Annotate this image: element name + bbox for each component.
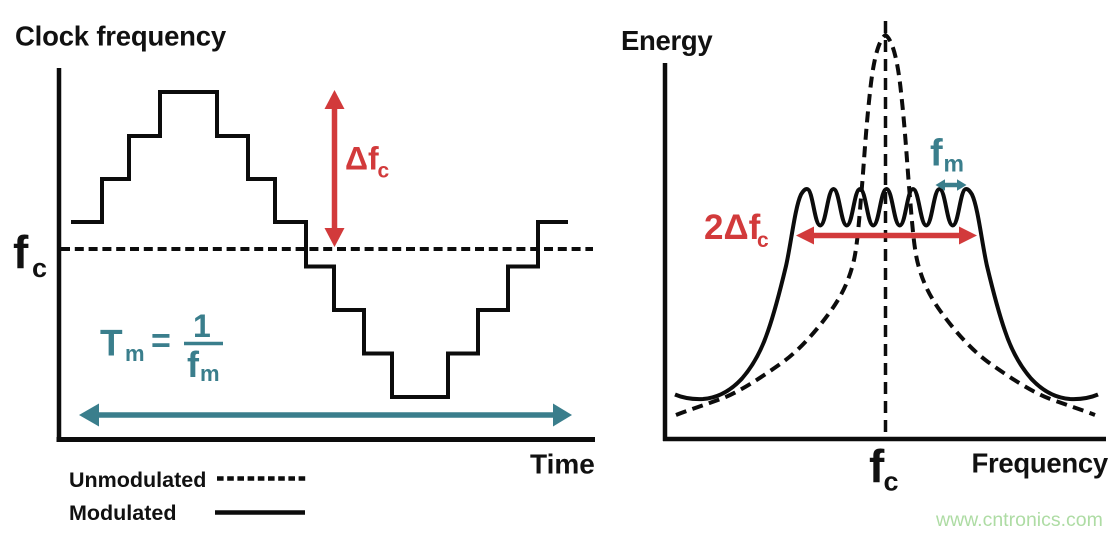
svg-text:m: m (200, 361, 220, 386)
svg-text:Clock frequency: Clock frequency (15, 21, 227, 52)
svg-text:Modulated: Modulated (69, 501, 177, 525)
svg-text:f: f (13, 226, 29, 278)
svg-text:c: c (32, 253, 47, 283)
svg-text:c: c (757, 229, 769, 252)
svg-text:f: f (869, 440, 885, 492)
svg-text:m: m (944, 151, 964, 177)
svg-text:c: c (884, 467, 899, 497)
svg-text:c: c (378, 160, 390, 183)
svg-text:f: f (930, 133, 943, 175)
svg-text:Δf: Δf (345, 141, 379, 177)
svg-text:m: m (125, 341, 145, 366)
svg-text:Frequency: Frequency (972, 448, 1109, 479)
svg-text:=: = (151, 322, 171, 360)
svg-text:T: T (100, 323, 123, 364)
svg-text:www.cntronics.com: www.cntronics.com (935, 509, 1103, 531)
svg-text:Energy: Energy (621, 25, 713, 56)
svg-text:Unmodulated: Unmodulated (69, 468, 206, 492)
svg-text:2Δf: 2Δf (704, 208, 761, 247)
svg-text:f: f (187, 344, 200, 385)
svg-text:Time: Time (530, 449, 595, 480)
svg-text:1: 1 (193, 308, 211, 344)
